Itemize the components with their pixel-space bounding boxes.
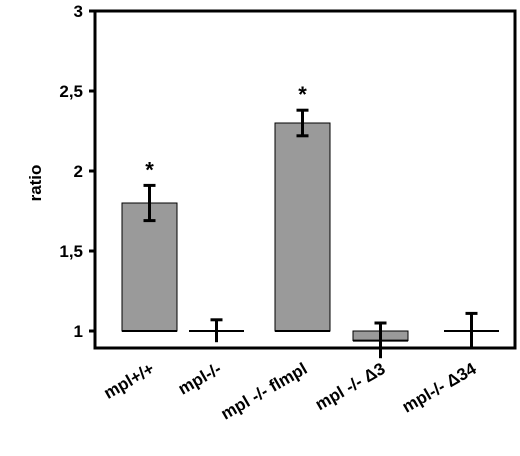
significance-star: * (298, 82, 307, 107)
x-category-label: mpl+/+ (101, 359, 158, 403)
y-tick-label: 2 (74, 162, 83, 181)
significance-star: * (145, 157, 154, 182)
x-axis: mpl+/+ mpl-/-mpl -/- flmpl mpl -/- Δ3 mpl-/… (101, 359, 480, 424)
y-axis-title: ratio (26, 165, 45, 202)
x-category-label: mpl-/- Δ34 (399, 359, 480, 417)
bar (121, 202, 178, 332)
y-tick-label: 2,5 (59, 82, 83, 101)
x-category-label: mpl -/- Δ3 (312, 359, 389, 414)
bars: ** (121, 82, 499, 359)
y-tick-label: 3 (74, 2, 83, 21)
x-category-label: mpl-/- (175, 359, 225, 399)
x-category-label: mpl -/- flmpl (218, 359, 311, 424)
bar (274, 122, 331, 332)
plot-frame (93, 9, 517, 350)
y-tick-label: 1,5 (59, 242, 83, 261)
y-tick-label: 1 (74, 322, 83, 341)
plot-border (93, 9, 517, 350)
y-axis: 1 1,5 2 2,5 3 (59, 2, 95, 341)
